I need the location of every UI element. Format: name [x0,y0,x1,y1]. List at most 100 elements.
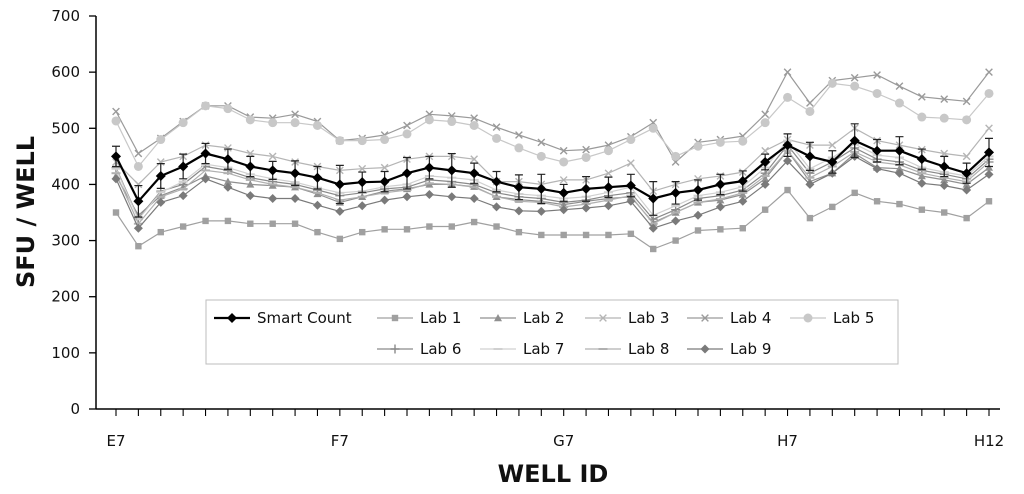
point-lab-5 [760,118,770,128]
point-lab-5 [178,118,188,128]
legend-label: Lab 7 [523,340,564,358]
point-lab-5 [357,136,367,146]
point-lab-4 [112,107,120,116]
x-axis-title: WELL ID [498,460,609,488]
point-lab-9 [156,197,166,207]
legend-label: Lab 1 [420,309,461,327]
point-smart-count [222,154,233,165]
legend-marker [701,314,709,322]
y-tick-label: 200 [51,288,80,306]
legend-marker [391,314,399,322]
point-lab-4 [559,146,568,155]
point-smart-count [491,176,502,187]
point-lab-9 [626,196,636,206]
point-lab-9 [693,210,703,220]
point-lab-1 [941,209,948,216]
point-lab-9 [402,192,412,202]
point-lab-1 [873,198,881,205]
point-lab-4 [515,131,523,139]
point-lab-4 [470,114,479,123]
point-lab-5 [201,101,211,111]
point-lab-3 [604,169,613,178]
point-lab-5 [827,78,837,88]
y-tick-label: 500 [51,119,80,137]
point-lab-9 [894,168,904,178]
point-lab-1 [359,228,366,236]
y-tick-label: 100 [51,344,80,362]
point-lab-4 [917,92,926,101]
point-lab-9 [671,216,681,226]
point-lab-1 [202,217,209,225]
point-lab-4 [985,68,993,77]
y-axis-title: SFU / WELL [12,136,40,288]
x-tick-label: E7 [106,432,125,450]
point-lab-5 [559,157,569,167]
point-lab-1 [224,217,232,225]
legend-marker [700,344,710,354]
point-lab-9 [581,203,591,213]
line-lab-5 [115,82,990,168]
point-smart-count [984,147,994,158]
point-lab-9 [962,185,972,195]
line-lab-2 [115,150,990,224]
point-smart-count [469,168,480,179]
point-lab-5 [715,137,725,147]
point-lab-1 [448,223,455,230]
point-smart-count [111,151,121,162]
point-lab-9 [760,179,770,189]
point-lab-1 [784,186,791,194]
point-lab-9 [424,190,434,200]
y-tick-label: 0 [70,400,80,418]
point-smart-count [961,168,972,179]
point-smart-count [849,135,860,146]
point-smart-count [558,187,569,198]
point-lab-9 [939,181,949,191]
point-lab-1 [493,223,500,230]
point-lab-1 [247,220,254,227]
point-smart-count [693,185,703,196]
point-lab-3 [470,155,479,164]
point-lab-3 [694,174,702,183]
legend-label: Lab 2 [523,309,564,327]
point-smart-count [200,148,211,159]
point-lab-1 [672,237,679,244]
point-lab-5 [581,152,591,162]
point-lab-4 [873,71,881,79]
point-lab-1 [717,226,724,233]
point-lab-9 [178,191,188,201]
point-lab-5 [380,135,390,145]
legend-label: Lab 5 [833,309,874,327]
point-lab-9 [648,223,658,233]
point-lab-5 [984,88,994,98]
point-lab-1 [336,235,344,243]
legend-item-lab-4: Lab 4 [687,309,771,327]
point-lab-9 [715,202,725,212]
point-lab-5 [111,116,121,126]
legend-item-lab-6: Lab 6 [377,340,461,358]
point-smart-count [536,183,547,194]
point-lab-9 [984,169,994,179]
point-lab-1 [560,231,567,239]
point-smart-count [827,156,838,167]
point-lab-2 [917,172,926,180]
point-smart-count [379,176,390,187]
point-lab-5 [894,98,904,108]
point-smart-count [670,187,681,198]
point-lab-4 [492,123,501,132]
point-lab-4 [403,121,411,130]
point-lab-5 [939,113,949,123]
legend-marker [494,314,502,322]
point-lab-1 [896,200,903,208]
point-smart-count [804,151,815,162]
point-lab-4 [940,95,949,103]
legend-label: Lab 6 [420,340,461,358]
point-smart-count [648,193,659,204]
point-lab-9 [783,156,793,166]
point-lab-4 [537,138,546,147]
point-lab-5 [245,115,255,125]
point-lab-4 [850,73,859,82]
legend-item-lab-9: Lab 9 [687,340,771,358]
legend-item-lab-8: Lab 8 [585,340,669,358]
point-lab-2 [895,164,904,172]
